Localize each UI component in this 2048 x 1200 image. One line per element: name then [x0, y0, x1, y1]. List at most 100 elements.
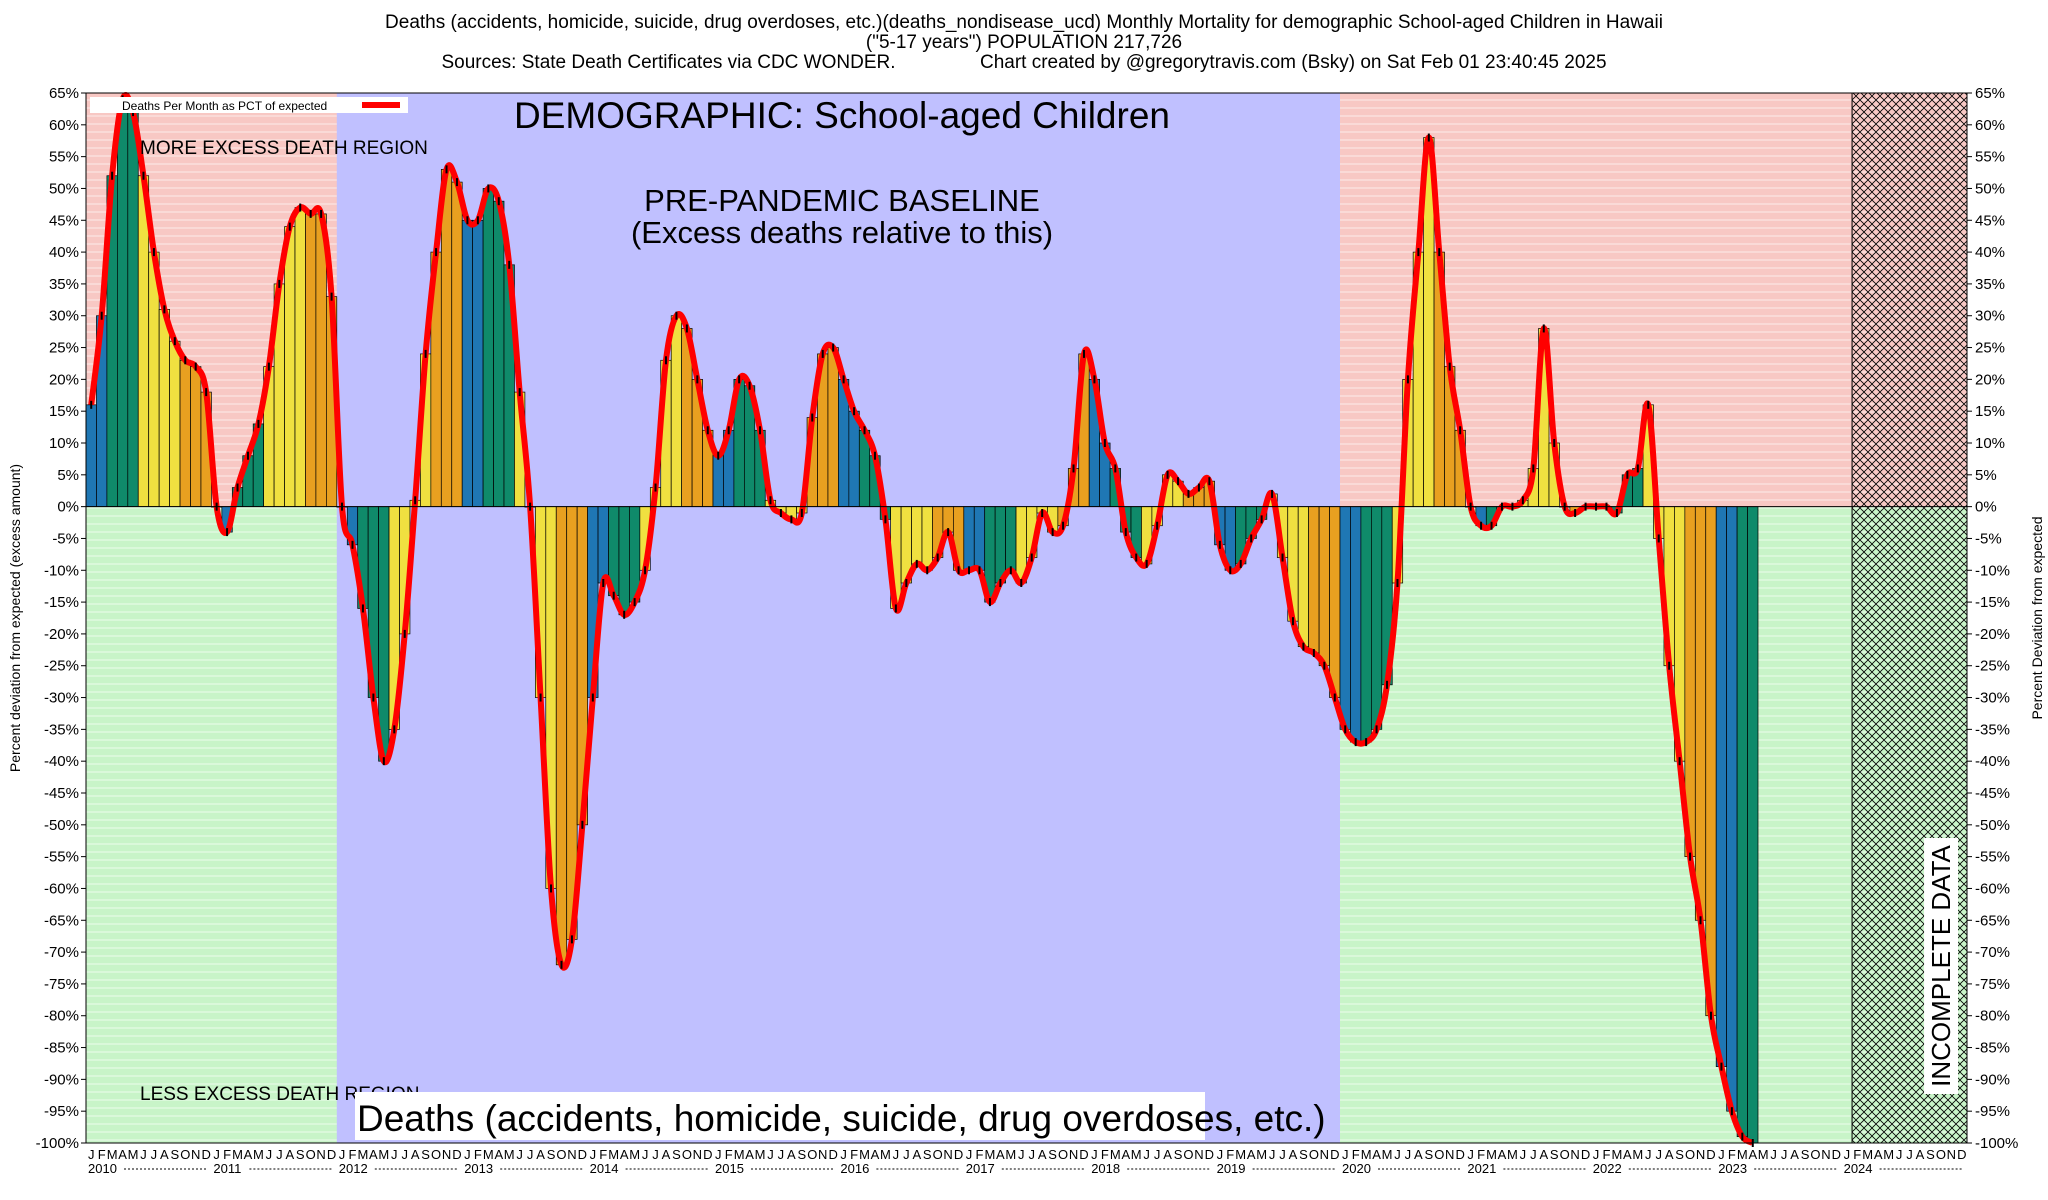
x-month-label: S: [421, 1147, 430, 1162]
x-month-label: M: [1883, 1147, 1894, 1162]
y-tick-label-left: -75%: [44, 976, 79, 993]
month-bar: [190, 366, 202, 507]
y-tick-label-right: -40%: [1975, 753, 2010, 770]
x-month-label: D: [828, 1147, 837, 1162]
x-month-label: M: [232, 1147, 243, 1162]
x-month-label: S: [1424, 1147, 1433, 1162]
x-month-label: M: [1382, 1147, 1393, 1162]
plot-frame: [85, 92, 1968, 1144]
y-tick-label-left: -65%: [44, 912, 79, 929]
deviation-line: [88, 92, 1755, 1147]
y-tick-label-right: -90%: [1975, 1071, 2010, 1088]
y-tick-label-left: -35%: [44, 721, 79, 738]
x-month-label: J: [652, 1147, 659, 1162]
month-bar: [169, 340, 181, 507]
month-bar: [1318, 506, 1330, 667]
x-month-label: F: [725, 1147, 733, 1162]
x-month-label: M: [1110, 1147, 1121, 1162]
month-bar: [597, 506, 609, 584]
x-month-label: F: [1853, 1147, 1861, 1162]
x-month-label: J: [151, 1147, 158, 1162]
month-bar: [85, 404, 97, 507]
x-month-label: D: [1832, 1147, 1841, 1162]
x-month-label: O: [180, 1147, 190, 1162]
y-tick-label-left: -85%: [44, 1040, 79, 1057]
x-month-label: J: [590, 1147, 597, 1162]
y-tick-label-right: 65%: [1975, 85, 2005, 102]
x-month-label: S: [296, 1147, 305, 1162]
y-tick-label-right: 60%: [1975, 117, 2005, 134]
chart-sources-line: Sources: State Death Certificates via CD…: [441, 52, 1607, 73]
x-month-label: J: [527, 1147, 534, 1162]
x-year-label: 2013: [464, 1161, 493, 1176]
x-month-label: N: [1821, 1147, 1830, 1162]
month-bar: [472, 219, 484, 507]
month-bar: [315, 213, 327, 507]
month-bar: [482, 188, 494, 507]
x-month-label: A: [912, 1147, 921, 1162]
x-month-label: A: [1790, 1147, 1799, 1162]
x-month-label: N: [442, 1147, 451, 1162]
x-month-label: J: [1770, 1147, 1777, 1162]
x-year-label: 2018: [1091, 1161, 1120, 1176]
x-month-label: F: [1477, 1147, 1485, 1162]
y-tick-label-right: 30%: [1975, 308, 2005, 325]
x-year-label: 2011: [213, 1161, 241, 1176]
x-month-label: D: [578, 1147, 587, 1162]
y-tick-label-right: -80%: [1975, 1008, 2010, 1025]
x-month-label: D: [703, 1147, 712, 1162]
y-tick-label-right: 0%: [1975, 499, 1997, 516]
x-month-label: S: [1675, 1147, 1684, 1162]
x-month-label: S: [1299, 1147, 1308, 1162]
x-month-label: M: [859, 1147, 870, 1162]
y-tick-label-left: -20%: [44, 626, 79, 643]
y-tick-label-left: 25%: [49, 340, 79, 357]
y-tick-label-right: 25%: [1975, 340, 2005, 357]
x-month-label: J: [715, 1147, 722, 1162]
x-month-label: J: [88, 1147, 95, 1162]
y-tick-label-right: 15%: [1975, 403, 2005, 420]
x-month-label: S: [672, 1147, 681, 1162]
x-month-label: D: [1079, 1147, 1088, 1162]
x-month-label: A: [996, 1147, 1005, 1162]
x-month-label: M: [1486, 1147, 1497, 1162]
y-tick-label-left: -100%: [36, 1135, 79, 1152]
y-tick-label-right: 55%: [1975, 149, 2005, 166]
x-month-label: J: [840, 1147, 847, 1162]
x-month-label: J: [966, 1147, 973, 1162]
y-tick-label-right: -100%: [1975, 1135, 2018, 1152]
x-month-label: F: [1352, 1147, 1360, 1162]
x-month-label: J: [140, 1147, 147, 1162]
month-bar: [305, 213, 317, 507]
x-month-label: S: [1801, 1147, 1810, 1162]
x-month-label: N: [567, 1147, 576, 1162]
x-year-label: 2020: [1342, 1161, 1371, 1176]
y-tick-label-left: -10%: [44, 562, 79, 579]
month-bar: [1297, 506, 1309, 647]
x-year-label: 2022: [1593, 1161, 1622, 1176]
y-tick-label-right: 10%: [1975, 435, 2005, 452]
y-tick-label-right: -20%: [1975, 626, 2010, 643]
x-month-label: J: [464, 1147, 471, 1162]
y-tick-label-right: 40%: [1975, 244, 2005, 261]
month-bar: [116, 99, 129, 507]
x-month-label: J: [1593, 1147, 1600, 1162]
y-tick-label-left: -60%: [44, 880, 79, 897]
x-month-label: M: [734, 1147, 745, 1162]
x-month-label: J: [1906, 1147, 1913, 1162]
x-month-label: A: [494, 1147, 503, 1162]
x-month-label: S: [1174, 1147, 1183, 1162]
y-tick-label-right: -65%: [1975, 912, 2010, 929]
month-bar: [1339, 506, 1351, 730]
legend-label: Deaths Per Month as PCT of expected: [122, 99, 327, 113]
month-bar: [440, 169, 453, 507]
legend-box: [90, 97, 408, 113]
month-bar: [451, 181, 463, 507]
x-month-label: O: [1309, 1147, 1319, 1162]
x-month-label: A: [285, 1147, 294, 1162]
y-tick-label-right: 5%: [1975, 467, 1997, 484]
x-month-label: A: [1539, 1147, 1548, 1162]
x-month-label: O: [1936, 1147, 1946, 1162]
x-month-label: A: [1372, 1147, 1381, 1162]
